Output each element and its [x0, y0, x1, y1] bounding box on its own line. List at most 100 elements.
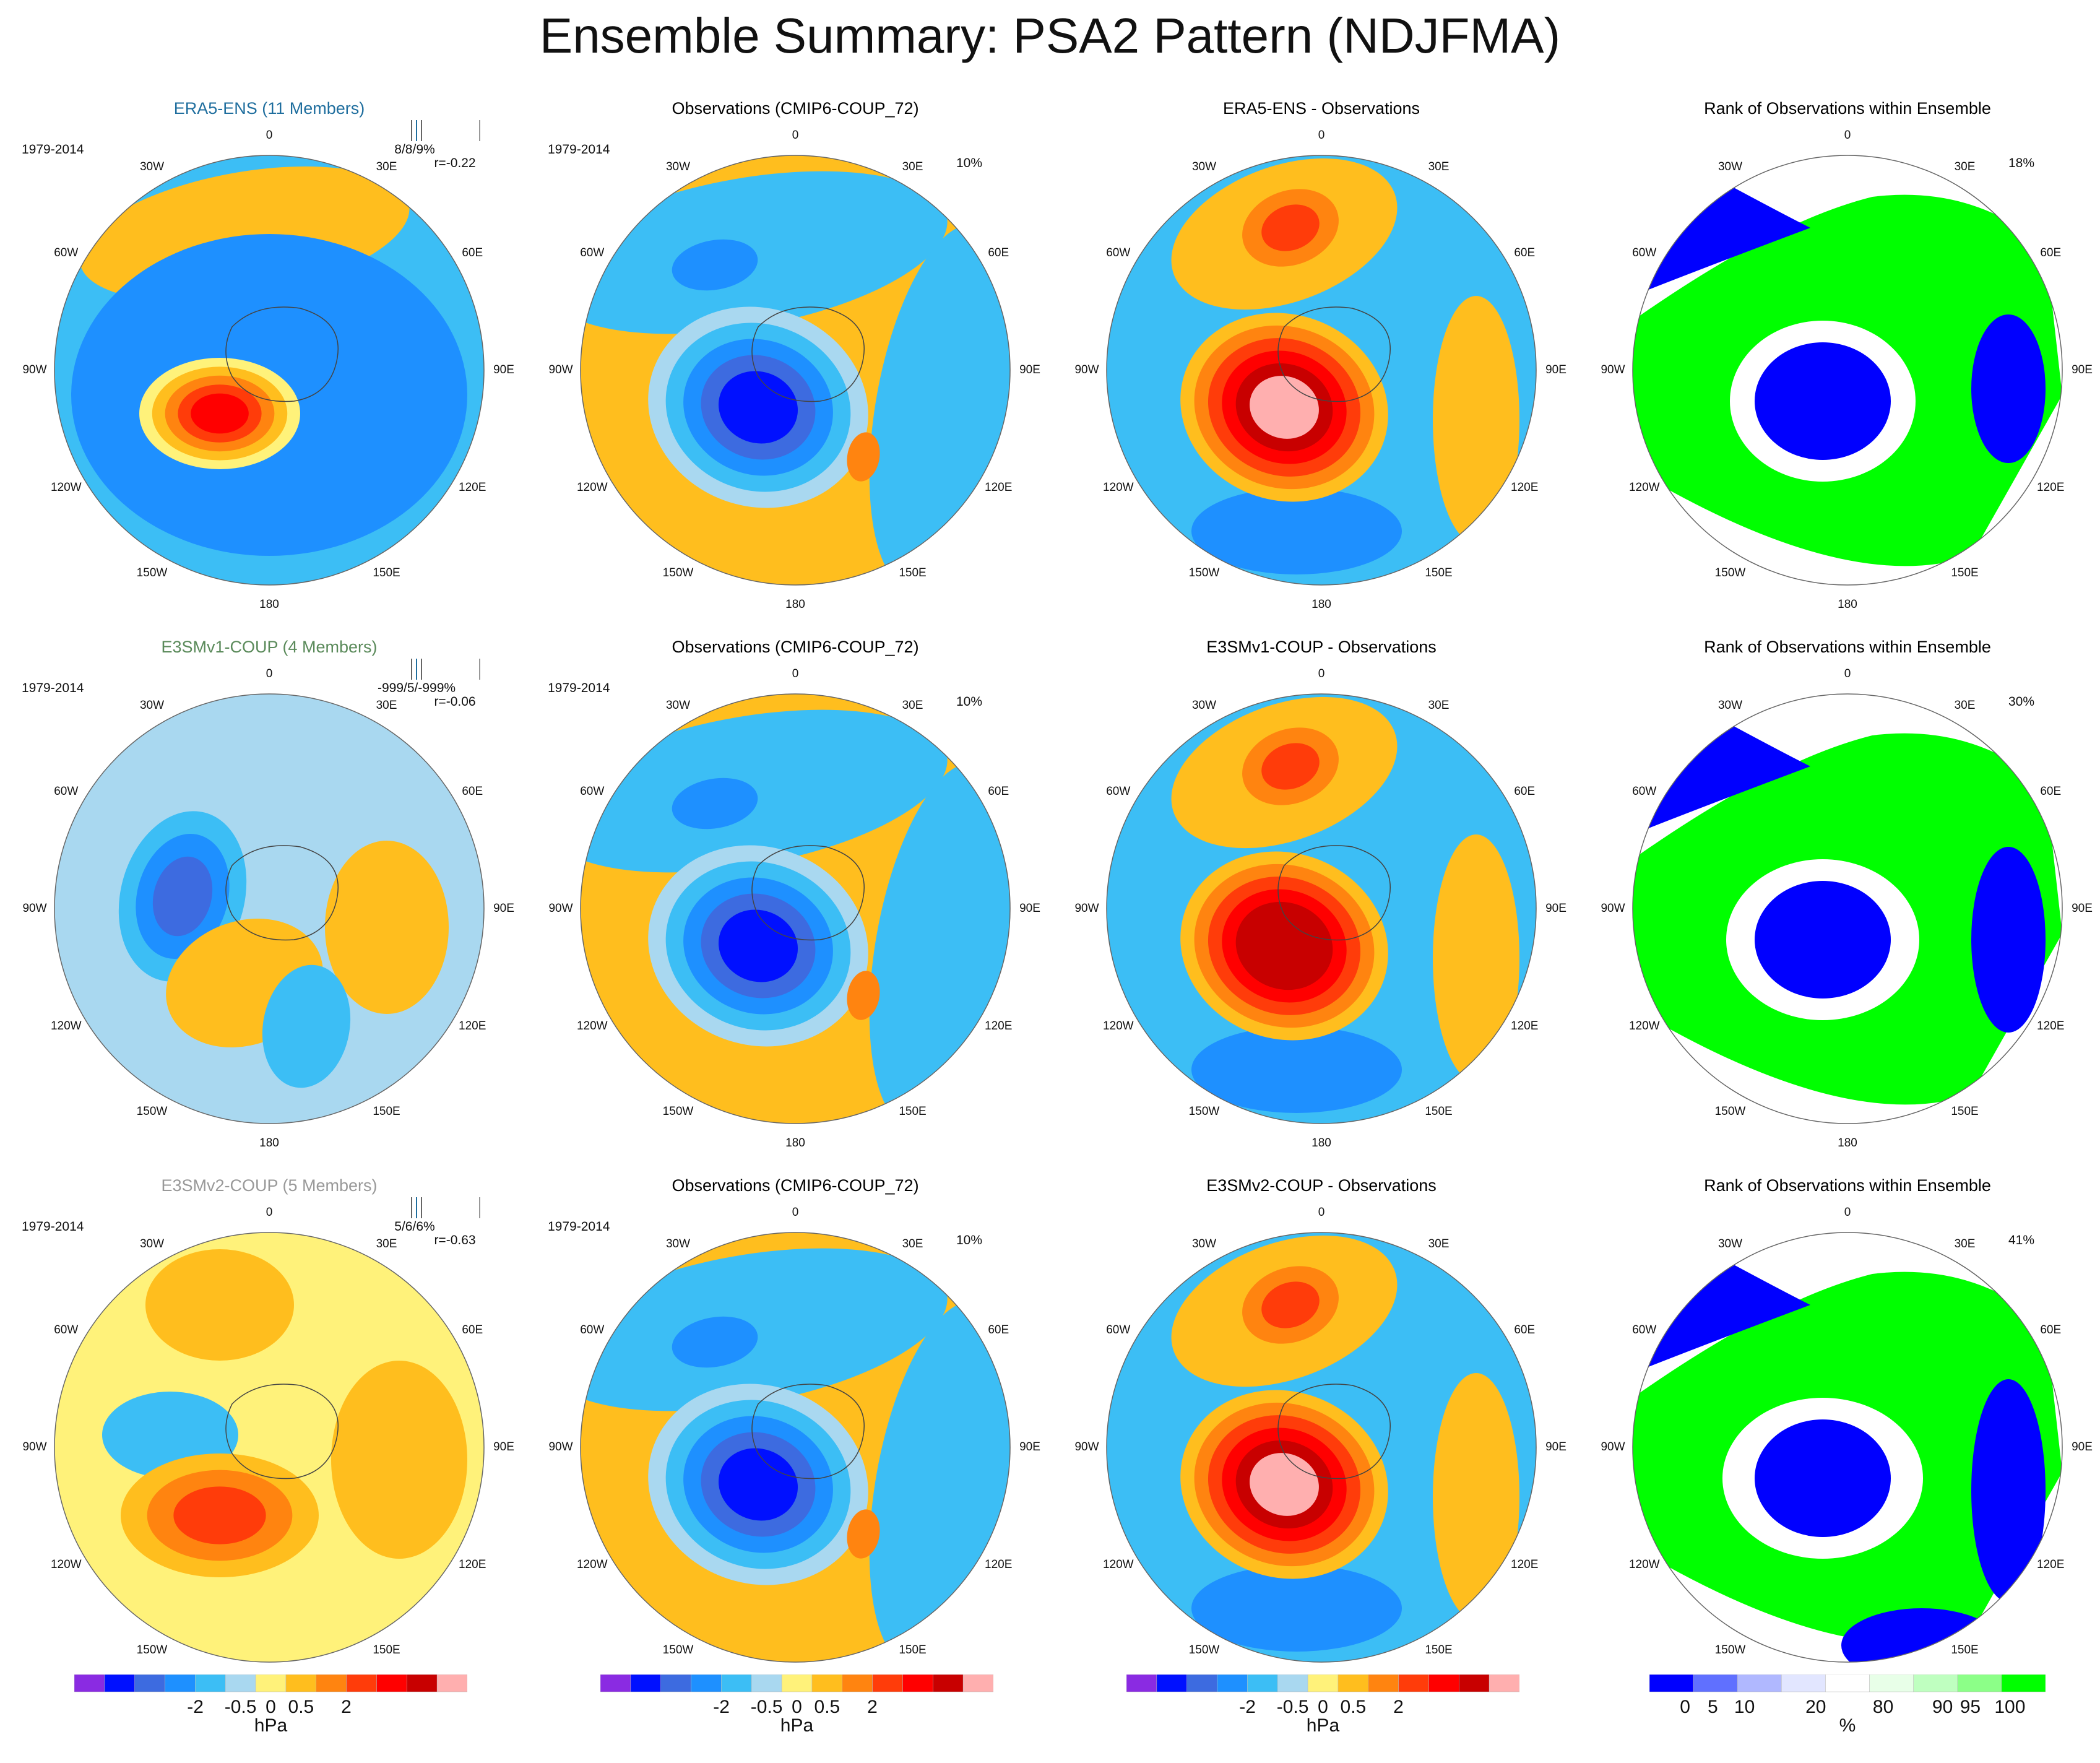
panel-title: Rank of Observations within Ensemble — [1704, 1176, 1991, 1195]
lon-label-30e: 30E — [376, 698, 397, 712]
colorbar-swatch — [165, 1674, 196, 1692]
period-label: 1979-2014 — [22, 681, 84, 695]
colorbar-swatch — [1156, 1674, 1187, 1692]
panel-title: E3SMv1-COUP (4 Members) — [161, 638, 378, 656]
lon-label-90w: 90W — [1074, 902, 1099, 915]
colorbar-tick-label: -0.5 — [750, 1697, 783, 1717]
colorbar-swatch — [1649, 1674, 1694, 1692]
colorbar-swatch — [660, 1674, 691, 1692]
lon-label-60e: 60E — [988, 246, 1009, 259]
field-high-east — [1433, 1373, 1519, 1621]
lon-label-180: 180 — [1311, 598, 1331, 611]
colorbar-swatch — [346, 1674, 377, 1692]
lon-label-30w: 30W — [1191, 160, 1217, 173]
lon-label-30e: 30E — [1428, 160, 1450, 173]
lon-label-150w: 150W — [662, 1644, 694, 1657]
colorbar-swatch — [255, 1674, 287, 1692]
field-high-east — [325, 841, 449, 1014]
lon-label-150e: 150E — [899, 566, 927, 580]
colorbar-tick-label: -0.5 — [1276, 1697, 1309, 1717]
field-high-east — [331, 1361, 467, 1559]
lon-label-150w: 150W — [1188, 1644, 1220, 1657]
lon-label-30w: 30W — [139, 1237, 165, 1250]
panel-title: E3SMv2-COUP (5 Members) — [161, 1176, 378, 1195]
lon-label-60w: 60W — [580, 784, 605, 798]
lon-label-60w: 60W — [54, 246, 79, 259]
rank-blue-east — [1971, 314, 2046, 463]
colorbar-swatch — [721, 1674, 752, 1692]
lon-label-60w: 60W — [1106, 246, 1131, 259]
colorbar-swatch — [600, 1674, 631, 1692]
colorbar-swatch — [316, 1674, 347, 1692]
lon-label-120e: 120E — [459, 480, 486, 494]
lon-label-90e: 90E — [2072, 1440, 2093, 1453]
colorbar-swatch — [285, 1674, 317, 1692]
panel-diff-row3: E3SMv2-COUP - Observations 0 30E 60E 90E 120E… — [1074, 1176, 1569, 1709]
period-label: 1979-2014 — [548, 1219, 610, 1234]
lon-label-60e: 60E — [988, 1323, 1009, 1336]
lon-label-150w: 150W — [662, 1105, 694, 1119]
colorbar-swatch — [781, 1674, 813, 1692]
period-label: 1979-2014 — [22, 1219, 84, 1234]
lon-label-180: 180 — [1311, 1137, 1331, 1150]
map-border — [1106, 693, 1537, 1124]
map-rank — [1632, 693, 2063, 1124]
lon-label-120w: 120W — [1102, 1019, 1134, 1033]
field-low-north-level-0 — [672, 1316, 758, 1368]
field-low-west-level-2 — [152, 856, 213, 937]
colorbar-swatch — [933, 1674, 964, 1692]
lon-label-120e: 120E — [985, 480, 1013, 494]
lon-label-150w: 150W — [1714, 1644, 1746, 1657]
correlation-label: r=-0.22 — [434, 156, 476, 170]
colorbar-tick-label: -0.5 — [224, 1697, 257, 1717]
correlation-label: r=-0.63 — [434, 1233, 476, 1247]
lon-label-90w: 90W — [1601, 902, 1625, 915]
colorbar-swatch — [2001, 1674, 2046, 1692]
lon-label-30e: 30E — [1954, 698, 1976, 712]
lon-label-0: 0 — [266, 667, 273, 680]
panel-title: Observations (CMIP6-COUP_72) — [672, 99, 919, 118]
lon-label-90e: 90E — [2072, 363, 2093, 376]
lon-label-120e: 120E — [2037, 1019, 2065, 1033]
colorbar-tick-label: 0.5 — [814, 1697, 840, 1717]
map-rank — [1632, 155, 2063, 586]
colorbar-swatch — [751, 1674, 782, 1692]
colorbar-tick-label: 0.5 — [288, 1697, 314, 1717]
colorbar-swatch — [1693, 1674, 1738, 1692]
lon-label-120w: 120W — [1102, 480, 1134, 494]
lon-label-90e: 90E — [1019, 363, 1040, 376]
field-high-centre-level-2 — [173, 1486, 266, 1544]
lon-label-60w: 60W — [1106, 784, 1131, 798]
lon-label-150w: 150W — [662, 566, 694, 580]
lon-label-120e: 120E — [985, 1557, 1013, 1571]
lon-label-120e: 120E — [459, 1557, 486, 1571]
colorbar-swatch — [1247, 1674, 1278, 1692]
field-high-east — [1433, 834, 1519, 1082]
map-ensemble — [54, 693, 485, 1124]
colorbar-tick-label: 100 — [1994, 1697, 2026, 1717]
lon-label-0: 0 — [266, 1206, 273, 1219]
lon-label-60w: 60W — [1106, 1323, 1131, 1336]
field-low-south — [1191, 1026, 1402, 1113]
colorbar-tick-label: 5 — [1708, 1697, 1718, 1717]
lon-label-0: 0 — [1844, 129, 1851, 142]
field-high-centre-level-5 — [1250, 914, 1319, 977]
map-obs — [580, 693, 1011, 1124]
lon-label-150e: 150E — [1425, 1105, 1453, 1119]
panel-title: E3SMv2-COUP - Observations — [1206, 1176, 1437, 1195]
lon-label-150w: 150W — [136, 1105, 168, 1119]
field-low-centre-level-4 — [719, 371, 798, 444]
period-label: 1979-2014 — [22, 142, 84, 157]
colorbar-tick-label: 2 — [341, 1697, 352, 1717]
lon-label-120e: 120E — [985, 1019, 1013, 1033]
panel-obs-row2: Observations (CMIP6-COUP_72) 0 30E 60E 90E 12… — [548, 638, 1043, 1170]
field-high-centre-level-4 — [191, 393, 249, 434]
lon-label-120e: 120E — [2037, 1557, 2065, 1571]
lon-label-150w: 150W — [136, 566, 168, 580]
lon-label-0: 0 — [1318, 129, 1325, 142]
lon-label-0: 0 — [1318, 1206, 1325, 1219]
colorbar-swatch — [872, 1674, 903, 1692]
lon-label-90w: 90W — [22, 363, 47, 376]
percent-label: 41% — [2008, 1233, 2035, 1247]
lon-label-90e: 90E — [1019, 902, 1040, 915]
